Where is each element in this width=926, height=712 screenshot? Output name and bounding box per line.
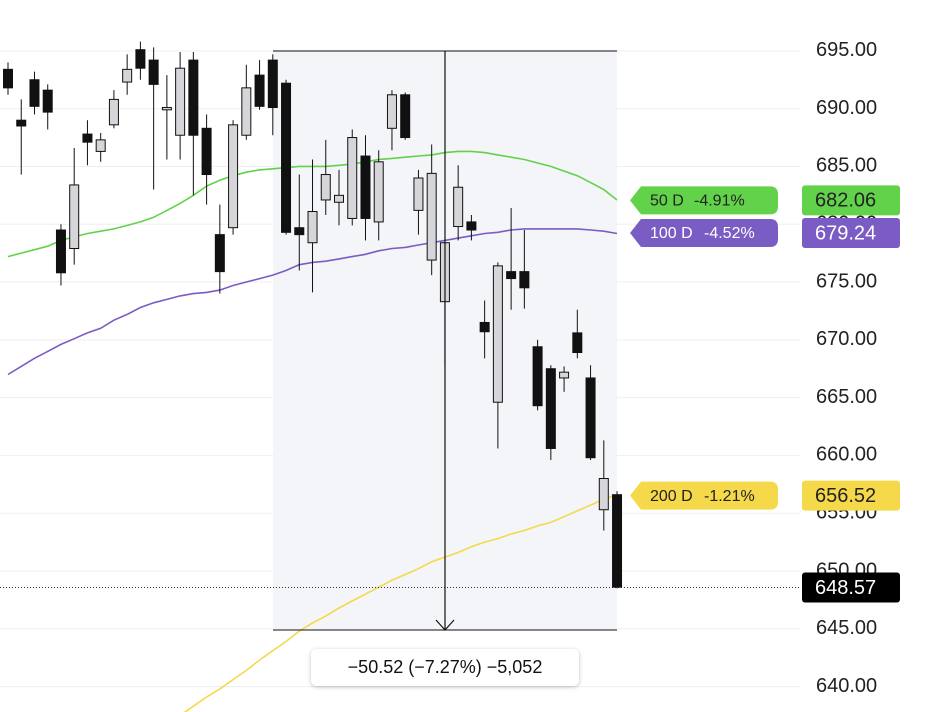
candle-body bbox=[506, 271, 517, 280]
candle-body bbox=[188, 59, 199, 136]
price-badge-label: 656.52 bbox=[815, 485, 876, 507]
candle-body bbox=[122, 68, 133, 83]
candles bbox=[3, 41, 623, 589]
candle-body bbox=[519, 271, 530, 289]
candle-body bbox=[267, 59, 278, 108]
candle-body bbox=[201, 127, 212, 176]
candle-body bbox=[254, 74, 265, 107]
y-tick-label: 660.00 bbox=[816, 444, 877, 466]
candle-body bbox=[559, 371, 570, 379]
candle-body bbox=[82, 133, 93, 143]
candle-body bbox=[360, 155, 371, 219]
candle-body bbox=[55, 229, 66, 274]
last-price-label: 648.57 bbox=[815, 577, 876, 599]
candle-body bbox=[16, 119, 27, 127]
measure-label: −50.52 (−7.27%) −5,052 bbox=[348, 657, 543, 677]
candle-body bbox=[413, 177, 424, 211]
candle-body bbox=[532, 346, 543, 407]
candle-body bbox=[228, 124, 239, 229]
last-price-badge bbox=[802, 572, 900, 603]
ma-change: -4.52% bbox=[704, 225, 755, 242]
candle-body bbox=[598, 478, 609, 511]
candle-body bbox=[69, 184, 80, 250]
candle-body bbox=[386, 94, 397, 129]
candle-body bbox=[42, 89, 53, 113]
ma-change: -1.21% bbox=[704, 488, 755, 505]
candle-body bbox=[466, 221, 477, 231]
candle-body bbox=[3, 68, 13, 89]
candle-body bbox=[294, 227, 305, 236]
ma-flag bbox=[630, 219, 778, 248]
candle-body bbox=[479, 321, 490, 333]
candle-body bbox=[334, 194, 344, 203]
candle-body bbox=[426, 172, 437, 261]
candle-body bbox=[492, 265, 503, 403]
y-tick-label: 695.00 bbox=[816, 39, 877, 61]
ma-flag bbox=[630, 481, 778, 510]
candle-body bbox=[572, 332, 583, 354]
y-axis: 640.00645.00650.00655.00660.00665.00670.… bbox=[816, 0, 877, 697]
candle-body bbox=[400, 94, 411, 139]
candle-body bbox=[95, 139, 106, 152]
ma-line bbox=[183, 493, 618, 712]
price-badge bbox=[802, 185, 900, 216]
candle-body bbox=[241, 87, 252, 136]
y-tick-label: 700.00 bbox=[816, 0, 877, 3]
candle-body bbox=[585, 377, 596, 459]
candle-body bbox=[29, 79, 40, 107]
ma-flag bbox=[630, 186, 778, 215]
candle-body bbox=[148, 59, 159, 85]
price-badge-label: 682.06 bbox=[815, 190, 876, 212]
y-tick-label: 645.00 bbox=[816, 617, 877, 639]
y-tick-label: 685.00 bbox=[816, 155, 877, 177]
ma-name: 100 D bbox=[650, 225, 693, 242]
y-tick-label: 640.00 bbox=[816, 675, 877, 697]
price-badge-label: 679.24 bbox=[815, 222, 876, 244]
candle-body bbox=[320, 174, 331, 201]
candle-body bbox=[347, 137, 358, 219]
candle-body bbox=[135, 49, 146, 69]
y-tick-label: 665.00 bbox=[816, 386, 877, 408]
candle-body bbox=[281, 82, 292, 233]
badges: 50 D -4.91% 682.06 100 D -4.52% 679.24 200 D -1… bbox=[630, 185, 900, 603]
y-tick-label: 670.00 bbox=[816, 328, 877, 350]
ma-name: 200 D bbox=[650, 488, 693, 505]
candle-body bbox=[373, 161, 384, 223]
y-tick-label: 675.00 bbox=[816, 270, 877, 292]
candle-body bbox=[161, 106, 172, 111]
candle-body bbox=[453, 186, 464, 228]
price-badge bbox=[802, 218, 900, 249]
candle-body bbox=[545, 368, 556, 449]
candle-body bbox=[612, 494, 623, 588]
ma-name: 50 D bbox=[650, 193, 684, 210]
y-tick-label: 690.00 bbox=[816, 97, 877, 119]
candle-body bbox=[307, 211, 318, 244]
price-badge bbox=[802, 480, 900, 511]
candle-body bbox=[214, 234, 225, 273]
candle-body bbox=[108, 98, 119, 126]
candle-body bbox=[175, 67, 186, 136]
ma-change: -4.91% bbox=[694, 193, 745, 210]
measure-tool: −50.52 (−7.27%) −5,052 bbox=[273, 50, 617, 686]
